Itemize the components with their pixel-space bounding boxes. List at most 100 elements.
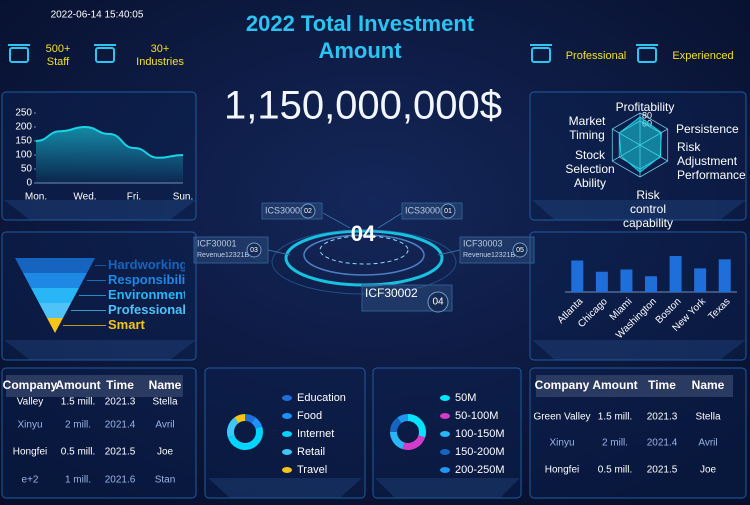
- funnel-layer: [23, 273, 87, 288]
- y-tick-label: 50: [21, 164, 33, 175]
- donut-slice: [234, 414, 245, 424]
- legend-label: Travel: [297, 464, 327, 476]
- y-tick-label: 200: [15, 122, 32, 133]
- table-cell: 1.5 mill.: [61, 397, 95, 408]
- legend-swatch: [440, 449, 450, 455]
- y-tick-label: 150: [15, 136, 32, 147]
- text-line: Selection: [565, 162, 614, 176]
- node-badge: [246, 242, 262, 258]
- header-icons: [8, 44, 658, 63]
- node-id: ICS30002: [265, 205, 305, 215]
- text-line: Performance: [677, 168, 746, 182]
- table-cell: Stella: [695, 412, 720, 423]
- text-line: capability: [623, 216, 673, 230]
- y-tick-label: 0: [26, 178, 32, 189]
- donut-slice: [390, 432, 405, 450]
- bar: [694, 268, 707, 292]
- node-badge: [427, 291, 449, 313]
- text-line: Stock: [575, 148, 606, 162]
- node-number: 05: [516, 247, 524, 254]
- table-cell: 2021.5: [647, 465, 678, 476]
- legend-label: 200-250M: [455, 464, 505, 476]
- donut-slice: [397, 414, 408, 424]
- legend-swatch: [440, 467, 450, 473]
- table-header: Name: [149, 378, 182, 392]
- line: [35, 125, 184, 159]
- x-tick-label: Fri.: [127, 192, 141, 203]
- text-line: Persistence: [676, 122, 739, 136]
- table-header: Amount: [55, 378, 100, 392]
- table-cell: 1 mill.: [65, 475, 91, 486]
- table-cell: Hongfei: [545, 465, 579, 476]
- legend-swatch: [440, 395, 450, 401]
- donut-slice: [408, 414, 426, 438]
- table-cell: 1.5 mill.: [598, 412, 632, 423]
- table-header: Company: [3, 378, 58, 392]
- funnel-label: Environment: [108, 287, 188, 302]
- table-cell: 0.5 mill.: [598, 465, 632, 476]
- radar-label: Risk control capability: [623, 188, 673, 230]
- bar: [669, 256, 682, 292]
- title: 2022 Total Investment Amount: [246, 11, 475, 63]
- table-cell: e+2: [22, 475, 39, 486]
- node-id: ICF30002: [365, 286, 418, 300]
- radar-label: Stock Selection Ability: [565, 148, 614, 190]
- legend-label: 150-200M: [455, 446, 505, 458]
- table-header: Time: [106, 378, 134, 392]
- legend-label: 50M: [455, 392, 476, 404]
- bar: [620, 269, 633, 292]
- funnel-label: Hardworking: [108, 257, 188, 272]
- table-cell: Hongfei: [13, 447, 47, 458]
- funnel-label: Professional: [108, 302, 186, 317]
- radar-label: Profitability: [616, 100, 675, 114]
- table-cell: Avril: [155, 420, 174, 431]
- text-line: Risk: [677, 140, 701, 154]
- table-cell: 2 mill.: [65, 420, 91, 431]
- table-cell: Joe: [157, 447, 174, 458]
- badge: Professional: [566, 50, 627, 62]
- radar-label: Persistence: [676, 122, 739, 136]
- funnel-layer: [47, 318, 63, 333]
- node-number: 01: [444, 208, 452, 215]
- funnel-layer: [39, 303, 71, 318]
- funnel-label: Responsibility: [108, 272, 198, 287]
- donut-slice: [390, 417, 402, 432]
- x-tick-label: Wed.: [73, 192, 96, 203]
- radar-tick-label: 80: [642, 110, 652, 120]
- funnel-label: Smart: [108, 317, 146, 332]
- y-tick-label: 100: [15, 150, 32, 161]
- donut-slice: [245, 414, 256, 424]
- funnel-layer: [15, 258, 95, 273]
- table-cell: 2021.6: [105, 475, 136, 486]
- total-amount: 1,150,000,000$: [224, 84, 502, 128]
- legend-swatch: [440, 413, 450, 419]
- table-header-bg: [6, 375, 183, 397]
- stat-value: 30+: [151, 43, 170, 55]
- text-line: Adjustment: [677, 154, 738, 168]
- stat-label: Staff: [47, 56, 70, 68]
- node-number: 03: [250, 247, 258, 254]
- node-badge: [440, 203, 456, 219]
- bar: [718, 259, 731, 292]
- text-line: Ability: [574, 176, 606, 190]
- text-line: Market: [569, 114, 606, 128]
- table-cell: Green Valley: [533, 412, 590, 423]
- table-header: Time: [648, 378, 676, 392]
- node-badge: [512, 242, 528, 258]
- legend-swatch: [282, 413, 292, 419]
- table-header-bg: [536, 375, 733, 397]
- table-cell: Avril: [698, 438, 717, 449]
- table-header: Company: [535, 378, 590, 392]
- legend-label: 50-100M: [455, 410, 498, 422]
- table-cell: Valley: [17, 397, 44, 408]
- legend-swatch: [440, 431, 450, 437]
- legend-swatch: [282, 395, 292, 401]
- legend-label: Internet: [297, 428, 334, 440]
- text-line: Timing: [569, 128, 605, 142]
- y-tick-label: 250: [15, 108, 32, 119]
- center-value: 04: [351, 221, 376, 246]
- table-header: Amount: [592, 378, 637, 392]
- stat-label: Industries: [136, 56, 184, 68]
